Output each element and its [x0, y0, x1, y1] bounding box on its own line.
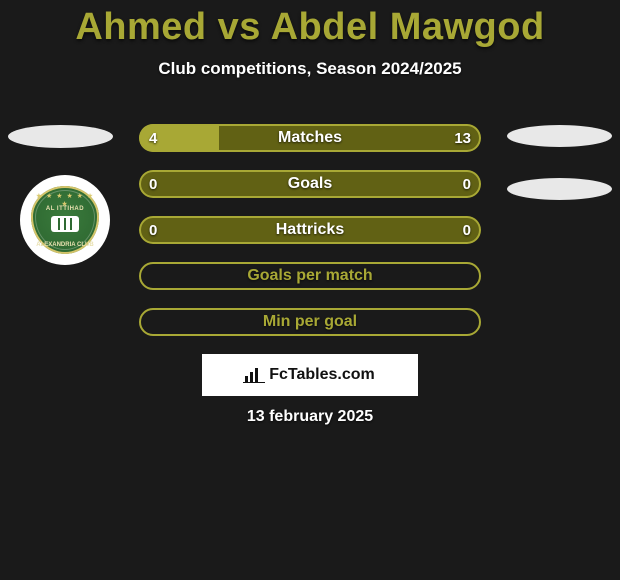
stat-row-matches: 4 Matches 13	[139, 124, 481, 152]
right-team-badge-placeholder-2	[507, 178, 612, 200]
stat-label: Hattricks	[139, 216, 481, 244]
snapshot-date: 13 february 2025	[0, 408, 620, 426]
stat-row-goals-per-match: Goals per match	[139, 262, 481, 290]
stat-label: Goals	[139, 170, 481, 198]
attribution-text: FcTables.com	[269, 366, 375, 384]
crest-emblem-icon	[51, 216, 79, 232]
crest-club-subtext: ALEXANDRIA CLUB	[31, 242, 99, 248]
crest-club-name: AL ITTIHAD	[31, 206, 99, 212]
stat-row-goals: 0 Goals 0	[139, 170, 481, 198]
club-crest-icon: ★ ★ ★ ★ ★ ★ ★ AL ITTIHAD ALEXANDRIA CLUB	[31, 186, 99, 254]
stat-row-hattricks: 0 Hattricks 0	[139, 216, 481, 244]
stats-bars: 4 Matches 13 0 Goals 0 0 Hattricks 0 Goa…	[139, 124, 481, 354]
comparison-infographic: Ahmed vs Abdel Mawgod Club competitions,…	[0, 0, 620, 580]
stat-label: Matches	[139, 124, 481, 152]
stat-right-value: 0	[463, 170, 471, 198]
stat-label: Min per goal	[141, 310, 479, 334]
attribution-badge: FcTables.com	[202, 354, 418, 396]
stat-right-value: 13	[454, 124, 471, 152]
left-player-club-crest: ★ ★ ★ ★ ★ ★ ★ AL ITTIHAD ALEXANDRIA CLUB	[20, 175, 110, 265]
left-team-badge-placeholder	[8, 125, 113, 148]
stat-label: Goals per match	[141, 264, 479, 288]
page-title: Ahmed vs Abdel Mawgod	[0, 0, 620, 49]
subtitle: Club competitions, Season 2024/2025	[0, 59, 620, 79]
bar-chart-icon	[245, 368, 263, 382]
right-team-badge-placeholder	[507, 125, 612, 147]
stat-right-value: 0	[463, 216, 471, 244]
stat-row-min-per-goal: Min per goal	[139, 308, 481, 336]
